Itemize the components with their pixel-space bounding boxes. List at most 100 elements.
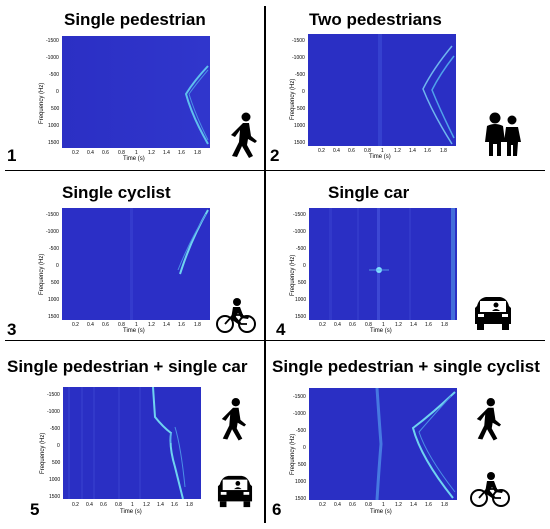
x-tick: 1.2 [148,322,155,328]
y-tick: 0 [303,263,306,269]
x-tick: 0.8 [364,148,371,154]
x-tick: 1 [135,322,138,328]
spectrogram [62,208,210,320]
y-tick: -500 [295,72,306,78]
y-tick: -500 [50,426,61,432]
y-tick: 1500 [294,140,306,146]
x-tick: 0.8 [118,322,125,328]
car-icon [475,297,511,330]
y-tick: 500 [297,106,306,112]
x-tick: 1.8 [441,322,448,328]
x-tick: 0.4 [86,502,93,508]
y-axis-label: Frequency (Hz) [290,78,296,120]
pedestrian-icon [221,398,247,441]
y-tick: 1000 [48,297,60,303]
pedestrian-icon [231,112,257,158]
y-tick: -1500 [47,392,60,398]
y-tick: -1500 [292,38,305,44]
y-tick: 1500 [49,494,61,500]
x-tick: 0.6 [102,150,109,156]
y-tick: 1500 [48,314,60,320]
x-axis-label: Time (s) [370,509,392,515]
x-tick: 1.6 [171,502,178,508]
x-tick: 0.6 [100,502,107,508]
y-tick: 500 [52,460,61,466]
y-tick: -1000 [46,229,59,235]
panel-title: Single pedestrian + single car [7,357,248,376]
cyclist-icon [216,298,256,333]
x-tick: 1.8 [440,148,447,154]
x-tick: 1.4 [163,150,170,156]
x-tick: 0.2 [319,502,326,508]
x-tick: 0.8 [365,322,372,328]
panel-title: Single cyclist [62,183,171,202]
y-tick: 1500 [295,314,307,320]
x-tick: 0.2 [318,148,325,154]
car-icon [217,475,253,508]
x-tick: 1.8 [194,150,201,156]
y-tick: -1000 [46,55,59,61]
horizontal-divider-top [5,170,545,171]
y-tick: 1000 [294,123,306,129]
x-axis-label: Time (s) [123,156,145,162]
x-tick: 1.8 [194,322,201,328]
panel-number: 6 [272,500,282,519]
x-tick: 0.6 [102,322,109,328]
panel-title: Two pedestrians [309,10,442,29]
x-axis-label: Time (s) [370,328,392,334]
x-tick: 0.4 [334,322,341,328]
x-tick: 0.4 [87,322,94,328]
x-tick: 0.8 [118,150,125,156]
y-tick: -1500 [293,212,306,218]
y-tick: -1000 [293,229,306,235]
x-tick: 1.8 [441,502,448,508]
panel-number: 3 [7,320,17,339]
x-tick: 1 [382,502,385,508]
x-tick: 0.2 [72,322,79,328]
y-tick: 1000 [48,123,60,129]
x-tick: 0.2 [72,502,79,508]
x-tick: 1.4 [157,502,164,508]
vertical-divider [264,6,266,523]
y-tick: -1500 [293,394,306,400]
x-tick: 0.8 [115,502,122,508]
y-tick: 1000 [295,479,307,485]
x-tick: 1.2 [143,502,150,508]
y-tick: -1500 [46,212,59,218]
pedestrian-icon [476,398,502,441]
panel-number: 2 [270,146,280,165]
y-tick: -500 [49,246,60,252]
y-tick: 500 [51,106,60,112]
x-tick: 1.6 [178,150,185,156]
y-tick: 0 [302,89,305,95]
spectrogram [309,388,457,500]
x-axis-label: Time (s) [369,154,391,160]
y-tick: 0 [56,263,59,269]
x-tick: 1 [135,150,138,156]
spectrogram [308,34,456,146]
y-tick: 1500 [295,496,307,502]
panel-title: Single pedestrian [64,10,206,29]
x-tick: 1.2 [394,148,401,154]
spectrogram [62,36,210,148]
x-tick: 1.6 [425,502,432,508]
two-pedestrians-icon [485,112,521,156]
y-tick: 0 [56,89,59,95]
x-tick: 1.4 [410,502,417,508]
x-tick: 0.6 [349,502,356,508]
y-tick: -500 [49,72,60,78]
x-tick: 1.6 [425,322,432,328]
x-tick: 1.6 [424,148,431,154]
spectrogram [309,208,457,320]
x-tick: 0.4 [334,502,341,508]
x-axis-label: Time (s) [120,509,142,515]
y-tick: 1000 [49,477,61,483]
x-tick: 1.4 [410,322,417,328]
y-tick: 500 [298,280,307,286]
x-tick: 0.6 [348,148,355,154]
y-tick: 1000 [295,297,307,303]
y-tick: -500 [296,246,307,252]
panel-title: Single car [328,183,410,202]
x-tick: 0.6 [349,322,356,328]
y-tick: 0 [57,443,60,449]
